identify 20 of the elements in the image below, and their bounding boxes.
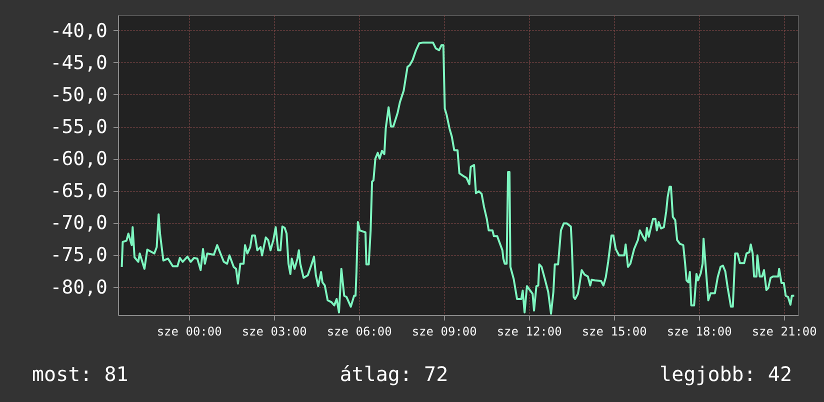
text: most: 81	[32, 362, 128, 386]
x-tick-label: sze 18:00	[666, 324, 732, 338]
y-tick-label: -60,0	[50, 148, 108, 170]
y-tick-label: -75,0	[50, 244, 108, 266]
text: átlag: 72	[340, 362, 448, 386]
x-tick-label: sze 00:00	[156, 324, 222, 338]
x-tick-label: sze 06:00	[326, 324, 392, 338]
y-tick-label: -70,0	[50, 212, 108, 234]
x-tick-label: sze 03:00	[242, 324, 307, 338]
y-tick-label: -55,0	[50, 116, 108, 138]
y-tick-label: -45,0	[50, 52, 108, 74]
x-tick-label: sze 12:00	[496, 324, 562, 338]
y-tick-label: -50,0	[50, 84, 108, 106]
x-tick-label: sze 09:00	[412, 324, 477, 338]
y-tick-label: -65,0	[50, 180, 108, 202]
text: legjobb: 42	[660, 362, 792, 386]
x-tick-label: sze 15:00	[582, 324, 647, 338]
y-tick-label: -40,0	[50, 20, 108, 42]
x-tick-label: sze 21:00	[752, 324, 817, 338]
y-tick-label: -80,0	[50, 276, 108, 298]
